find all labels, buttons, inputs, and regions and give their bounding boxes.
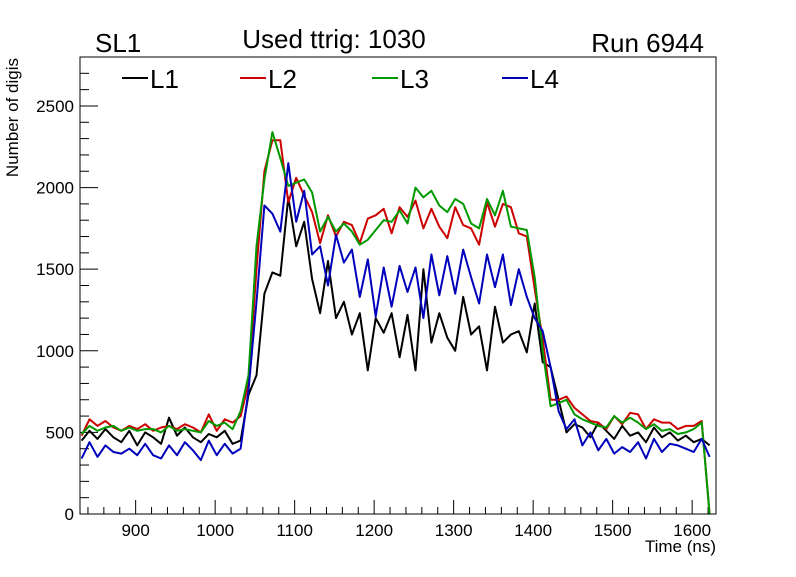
superlayer-label: SL1	[95, 28, 141, 58]
run-label: Run 6944	[591, 28, 704, 58]
x-tick-label: 1100	[276, 521, 313, 540]
y-tick-label: 1000	[36, 342, 74, 361]
x-tick-label: 1600	[673, 521, 711, 540]
series-line-l3	[80, 131, 711, 515]
plot-frame	[79, 56, 717, 515]
y-tick-label: 0	[65, 505, 74, 524]
ttrig-label: Used ttrig: 1030	[242, 24, 426, 54]
legend-label-l2: L2	[268, 64, 297, 94]
legend-label-l1: L1	[150, 64, 179, 94]
x-tick-label: 1300	[435, 521, 473, 540]
axis-ticks: 900 1000 1100 1200 1300 1400 1500 1600 0 500 1000 1…	[36, 56, 711, 540]
y-tick-label: 2000	[36, 179, 74, 198]
series-lines	[80, 131, 711, 515]
x-tick-label: 900	[121, 521, 149, 540]
x-tick-label: 1000	[196, 521, 234, 540]
series-line-l4	[80, 162, 711, 462]
x-tick-label: 1400	[514, 521, 552, 540]
x-tick-label: 1200	[355, 521, 393, 540]
y-tick-label: 2500	[36, 97, 74, 116]
legend-label-l4: L4	[530, 64, 559, 94]
y-tick-label: 500	[46, 423, 74, 442]
x-tick-label: 1500	[594, 521, 632, 540]
x-axis-title: Time (ns)	[645, 537, 716, 556]
y-axis-title: Number of digis	[3, 58, 22, 177]
y-tick-label: 1500	[36, 260, 74, 279]
legend: L1 L2 L3 L4	[122, 64, 559, 94]
legend-label-l3: L3	[400, 64, 429, 94]
